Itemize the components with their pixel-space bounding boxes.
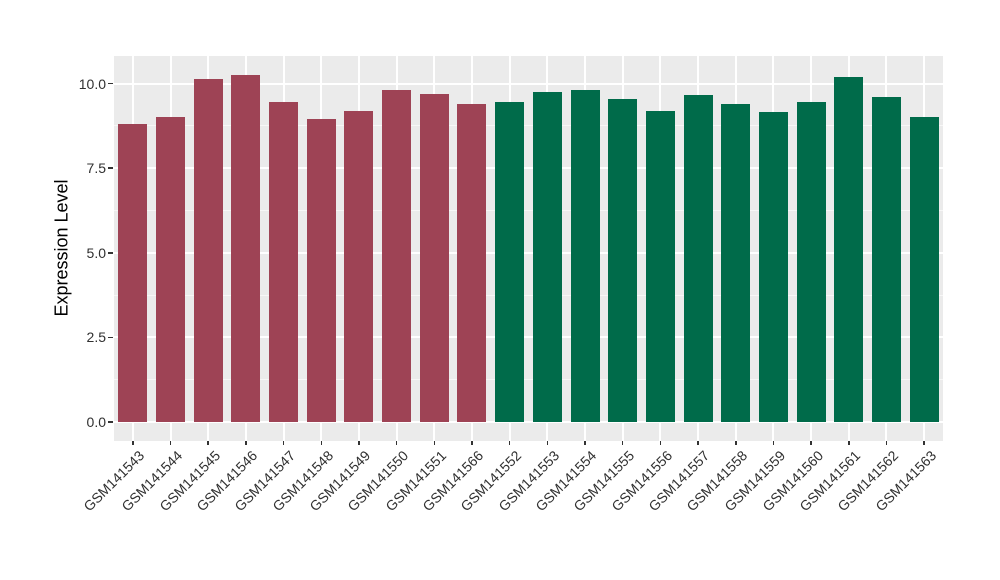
bar-GSM141546	[231, 75, 261, 422]
x-tick-mark-GSM141549	[358, 441, 360, 445]
plot-panel	[114, 56, 943, 441]
x-tick-mark-GSM141561	[848, 441, 850, 445]
x-tick-mark-GSM141563	[923, 441, 925, 445]
x-tick-mark-GSM141562	[885, 441, 888, 445]
bar-GSM141545	[193, 78, 223, 422]
gridline-minor-y1.25	[114, 379, 943, 381]
gridline-major-y2.5	[114, 336, 943, 339]
bar-GSM141547	[269, 102, 299, 422]
bar-GSM141544	[156, 117, 186, 422]
bar-GSM141561	[834, 76, 864, 422]
bar-GSM141548	[306, 119, 336, 422]
bar-GSM141552	[495, 102, 525, 422]
x-tick-mark-GSM141554	[584, 441, 586, 445]
x-tick-mark-GSM141553	[546, 441, 549, 445]
x-tick-mark-GSM141548	[320, 441, 322, 445]
x-tick-mark-GSM141551	[433, 441, 436, 445]
y-tick-mark-10	[108, 82, 113, 85]
y-tick-mark-7.5	[108, 167, 113, 169]
gridline-minor-y8.75	[114, 125, 943, 127]
x-tick-mark-GSM141558	[735, 441, 737, 445]
y-tick-label-2.5: 2.5	[86, 329, 106, 346]
x-tick-mark-GSM141544	[169, 441, 172, 445]
y-tick-label-7.5: 7.5	[86, 160, 106, 177]
x-tick-mark-GSM141545	[207, 441, 209, 445]
bar-GSM141556	[645, 110, 675, 422]
bar-GSM141554	[570, 90, 600, 422]
gridline-major-y7.5	[114, 167, 943, 170]
bar-GSM141566	[457, 103, 487, 422]
gridline-minor-y6.25	[114, 210, 943, 211]
x-tick-mark-GSM141550	[395, 441, 398, 445]
y-tick-label-0: 0.0	[86, 414, 106, 430]
x-tick-mark-GSM141559	[772, 441, 775, 445]
y-tick-label-10: 10.0	[78, 75, 106, 92]
x-tick-mark-GSM141547	[282, 441, 285, 445]
bar-GSM141558	[721, 103, 751, 422]
x-tick-mark-GSM141560	[810, 441, 812, 445]
bar-GSM141553	[532, 92, 562, 422]
x-tick-mark-GSM141557	[697, 441, 699, 445]
bar-GSM141555	[608, 98, 638, 422]
gridline-major-y5	[114, 251, 943, 254]
x-tick-mark-GSM141555	[621, 441, 624, 445]
bar-GSM141563	[909, 117, 939, 422]
gridline-minor-y3.75	[114, 294, 943, 296]
bar-GSM141559	[758, 112, 788, 422]
y-tick-label-5: 5.0	[86, 244, 106, 261]
x-tick-mark-GSM141543	[132, 441, 134, 445]
bar-GSM141543	[118, 124, 148, 422]
x-tick-mark-GSM141552	[508, 441, 511, 445]
bar-GSM141560	[796, 102, 826, 422]
bar-GSM141550	[382, 90, 412, 422]
y-tick-mark-5	[108, 252, 113, 254]
bar-GSM141551	[419, 93, 449, 422]
gridline-major-y10	[114, 82, 943, 85]
bar-GSM141557	[683, 95, 713, 422]
bar-GSM141562	[871, 97, 901, 422]
y-tick-mark-2.5	[108, 336, 113, 339]
gridline-major-y0	[114, 421, 943, 423]
x-tick-mark-GSM141546	[245, 441, 247, 445]
bar-GSM141549	[344, 110, 374, 422]
x-tick-mark-GSM141556	[659, 441, 662, 445]
x-tick-mark-GSM141566	[471, 441, 473, 445]
y-tick-mark-0	[108, 421, 113, 423]
